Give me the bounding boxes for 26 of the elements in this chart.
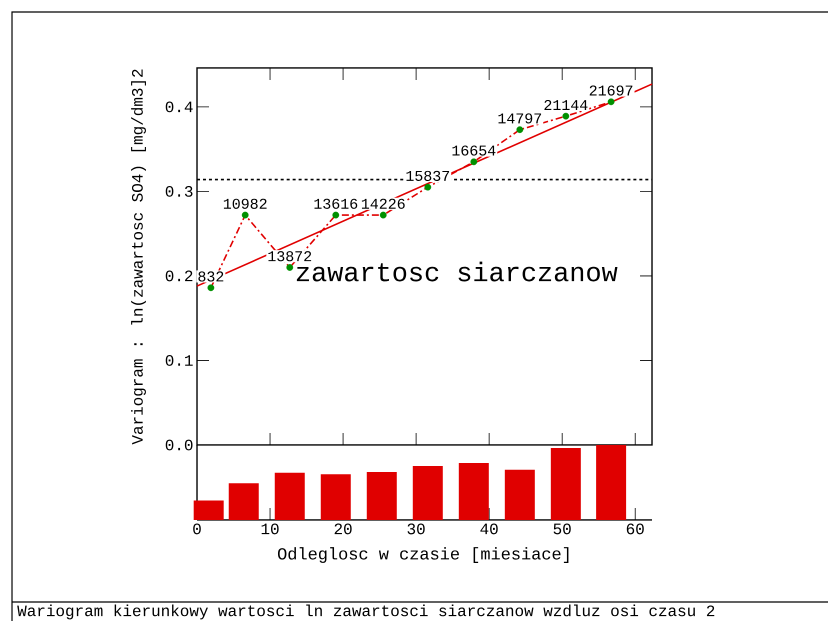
x-tick-label: 20	[334, 524, 352, 534]
y-axis-title: Variogram : ln(zawartosc SO4) [mg/dm3]2	[131, 70, 146, 445]
annotation: 13616	[314, 198, 358, 209]
text: Wariogram kierunkowy wartosci ln zawartosci siarczanow wzdluz osi czasu 2	[17, 604, 714, 620]
annotation: 832	[198, 271, 224, 282]
annotation: 14797	[498, 113, 542, 124]
text: zawartosc siarczanow	[296, 262, 618, 282]
annotation: 16654	[452, 145, 496, 156]
x-tick-label: 50	[554, 524, 571, 534]
x-tick-label: 60	[626, 524, 644, 534]
annotation: 21144	[544, 100, 588, 110]
x-tick-label: 30	[408, 524, 425, 534]
annotation: 10982	[224, 198, 267, 209]
x-tick-label: 0	[193, 524, 201, 534]
y-tick-label: 0.3	[166, 186, 192, 197]
annotation: 15837	[406, 170, 450, 181]
annotation: 14226	[362, 198, 405, 209]
annotation: 13872	[268, 251, 312, 262]
y-tick-label: 0.4	[166, 101, 193, 112]
y-tick-label: 0.0	[166, 440, 192, 450]
x-tick-label: 10	[262, 524, 279, 534]
x-tick-label: 40	[480, 524, 498, 534]
y-tick-label: 0.1	[166, 355, 193, 366]
y-tick-label: 0.2	[166, 270, 192, 282]
annotation: 21697	[590, 85, 632, 96]
x-axis-title: Odleglosc w czasie [miesiace]	[278, 547, 568, 563]
